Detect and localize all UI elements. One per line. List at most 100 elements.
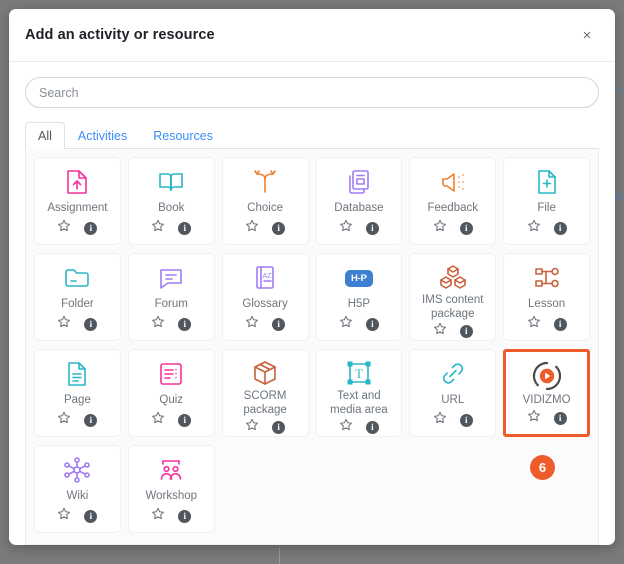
search-input[interactable]	[25, 77, 599, 108]
star-outline-icon[interactable]	[433, 219, 447, 238]
activity-card-wiki[interactable]: Wiki i	[34, 445, 121, 533]
star-outline-icon[interactable]	[339, 315, 353, 334]
activity-card-label: Lesson	[528, 298, 566, 311]
activity-card-forum[interactable]: Forum i	[127, 253, 215, 341]
activity-card-scorm-package[interactable]: SCORM package i	[221, 349, 309, 437]
star-outline-icon[interactable]	[339, 219, 353, 238]
info-circle-icon[interactable]: i	[459, 414, 473, 427]
info-circle-icon[interactable]: i	[84, 222, 98, 235]
modal-body: All Activities Resources AssignmentiBook…	[9, 62, 615, 545]
star-outline-icon[interactable]	[245, 219, 259, 238]
star-outline-icon[interactable]	[527, 315, 541, 334]
info-circle-icon[interactable]: i	[272, 318, 286, 331]
info-circle-icon[interactable]: i	[459, 325, 473, 338]
activity-card-glossary[interactable]: AZ Glossary i	[221, 253, 309, 341]
tab-list: All Activities Resources	[25, 122, 599, 149]
star-outline-icon[interactable]	[57, 411, 71, 430]
ims-content-package-icon	[438, 263, 468, 291]
activity-card-label: Quiz	[159, 394, 184, 407]
star-outline-icon[interactable]	[57, 315, 71, 334]
activity-card-quiz[interactable]: Quiz i	[127, 349, 215, 437]
star-outline-icon[interactable]	[339, 418, 353, 437]
activity-card-vidizmo[interactable]: VIDIZMO i	[503, 349, 590, 437]
database-icon	[346, 167, 372, 197]
activity-card-actions: i	[433, 219, 473, 238]
activity-card-actions: i	[527, 409, 567, 428]
info-circle-icon[interactable]: i	[84, 510, 98, 523]
background-divider	[279, 548, 280, 564]
star-outline-icon[interactable]	[527, 409, 541, 428]
star-outline-icon[interactable]	[151, 219, 165, 238]
star-outline-icon[interactable]	[151, 411, 165, 430]
info-circle-icon[interactable]: i	[178, 318, 192, 331]
activity-card-actions: i	[151, 315, 192, 334]
star-outline-icon[interactable]	[527, 219, 541, 238]
info-circle-icon[interactable]: i	[365, 421, 379, 434]
activity-card-label: Wiki	[66, 490, 89, 503]
activity-card-url[interactable]: URL i	[409, 349, 497, 437]
info-circle-icon[interactable]: i	[553, 412, 567, 425]
star-outline-icon[interactable]	[433, 322, 447, 341]
page-title: Add an activity or resource	[25, 27, 215, 43]
add-activity-modal: Add an activity or resource × All Activi…	[9, 9, 615, 545]
activity-card-book[interactable]: Book i	[127, 157, 215, 245]
feedback-icon	[439, 167, 467, 197]
activity-card-label: H5P	[347, 298, 371, 311]
activity-card-label: Glossary	[242, 298, 288, 311]
activity-card-choice[interactable]: Choice i	[221, 157, 309, 245]
star-outline-icon[interactable]	[57, 219, 71, 238]
tab-all[interactable]: All	[25, 122, 65, 149]
info-circle-icon[interactable]: i	[178, 510, 192, 523]
star-outline-icon[interactable]	[245, 315, 259, 334]
activity-card-label: SCORM package	[243, 390, 287, 416]
activity-card-feedback[interactable]: Feedback i	[409, 157, 497, 245]
activity-card-file[interactable]: File i	[503, 157, 590, 245]
star-outline-icon[interactable]	[151, 315, 165, 334]
star-outline-icon[interactable]	[433, 411, 447, 430]
activity-card-actions: i	[57, 507, 98, 526]
svg-text:T: T	[355, 366, 363, 381]
url-icon	[439, 359, 467, 389]
info-circle-icon[interactable]: i	[272, 222, 286, 235]
info-circle-icon[interactable]: i	[178, 222, 192, 235]
info-circle-icon[interactable]: i	[553, 318, 567, 331]
activity-card-text-and-media-area[interactable]: T Text and media area i	[315, 349, 403, 437]
info-circle-icon[interactable]: i	[365, 222, 379, 235]
activity-card-h5p[interactable]: H-P H5P i	[315, 253, 403, 341]
activity-card-folder[interactable]: Folder i	[34, 253, 121, 341]
tab-activities[interactable]: Activities	[77, 129, 128, 143]
activity-card-workshop[interactable]: Workshop i	[127, 445, 215, 533]
activity-card-page[interactable]: Page i	[34, 349, 121, 437]
activity-card-label: IMS content package	[422, 294, 484, 320]
step-badge: 6	[530, 455, 555, 480]
activity-card-label: Forum	[154, 298, 188, 311]
activity-card-database[interactable]: Database i	[315, 157, 403, 245]
tab-resources[interactable]: Resources	[153, 129, 213, 143]
star-outline-icon[interactable]	[245, 418, 259, 437]
activity-card-lesson[interactable]: Lesson i	[503, 253, 590, 341]
info-circle-icon[interactable]: i	[365, 318, 379, 331]
info-circle-icon[interactable]: i	[553, 222, 567, 235]
activity-card-assignment[interactable]: Assignment i	[34, 157, 121, 245]
activity-card-label: Database	[334, 202, 384, 215]
info-circle-icon[interactable]: i	[459, 222, 473, 235]
book-icon	[157, 167, 185, 197]
activity-card-label: Text and media area	[330, 390, 388, 416]
star-outline-icon[interactable]	[151, 507, 165, 526]
close-icon[interactable]: ×	[576, 24, 598, 46]
info-circle-icon[interactable]: i	[84, 318, 98, 331]
forum-icon	[157, 263, 185, 293]
file-icon	[535, 167, 559, 197]
info-circle-icon[interactable]: i	[178, 414, 192, 427]
workshop-icon	[157, 455, 185, 485]
activity-card-actions: i	[433, 411, 473, 430]
star-outline-icon[interactable]	[57, 507, 71, 526]
activity-card-label: Feedback	[427, 202, 478, 215]
glossary-icon: AZ	[253, 263, 277, 293]
activity-card-label: File	[537, 202, 556, 215]
wiki-icon	[63, 455, 91, 485]
info-circle-icon[interactable]: i	[272, 421, 286, 434]
activity-card-ims-content-package[interactable]: IMS content package i	[409, 253, 497, 341]
info-circle-icon[interactable]: i	[84, 414, 98, 427]
